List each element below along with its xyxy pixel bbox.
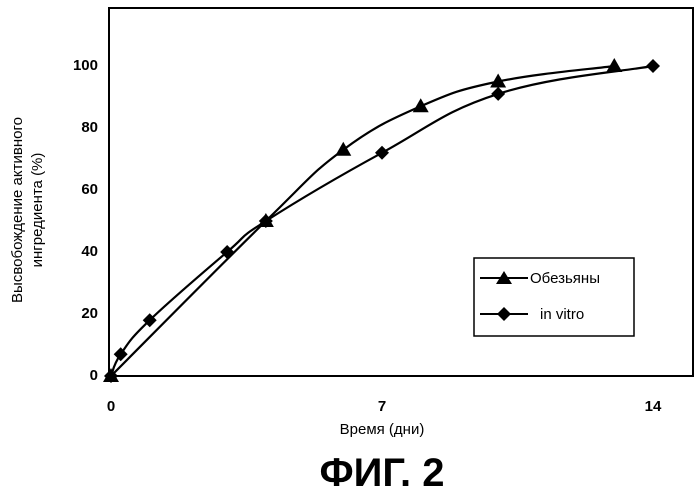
y-tick-label: 0 — [90, 367, 98, 384]
data-point-diamond — [646, 59, 660, 73]
data-point-triangle — [335, 142, 351, 156]
y-tick-label: 80 — [81, 119, 98, 136]
figure-caption: ФИГ. 2 — [319, 451, 444, 495]
data-point-diamond — [114, 347, 128, 361]
x-tick-label: 0 — [107, 398, 115, 415]
y-tick-label: 60 — [81, 181, 98, 198]
data-point-diamond — [491, 87, 505, 101]
x-tick-label: 14 — [645, 398, 662, 415]
x-tick-label: 7 — [378, 398, 386, 415]
legend-label-monkeys: Обезьяны — [530, 270, 600, 287]
data-point-triangle — [413, 98, 429, 112]
y-axis-label-line: Высвобождение активного — [9, 117, 26, 303]
y-tick-label: 100 — [73, 57, 98, 74]
y-axis-label-line: ингредиента (%) — [29, 153, 46, 268]
data-point-diamond — [375, 146, 389, 160]
y-tick-label: 20 — [81, 305, 98, 322]
y-axis-label: Высвобождение активного ингредиента (%) — [9, 117, 46, 303]
legend: Обезьяны in vitro — [474, 258, 634, 336]
y-tick-label: 40 — [81, 243, 98, 260]
x-axis-label: Время (дни) — [340, 421, 425, 438]
legend-label-in-vitro: in vitro — [540, 306, 584, 323]
